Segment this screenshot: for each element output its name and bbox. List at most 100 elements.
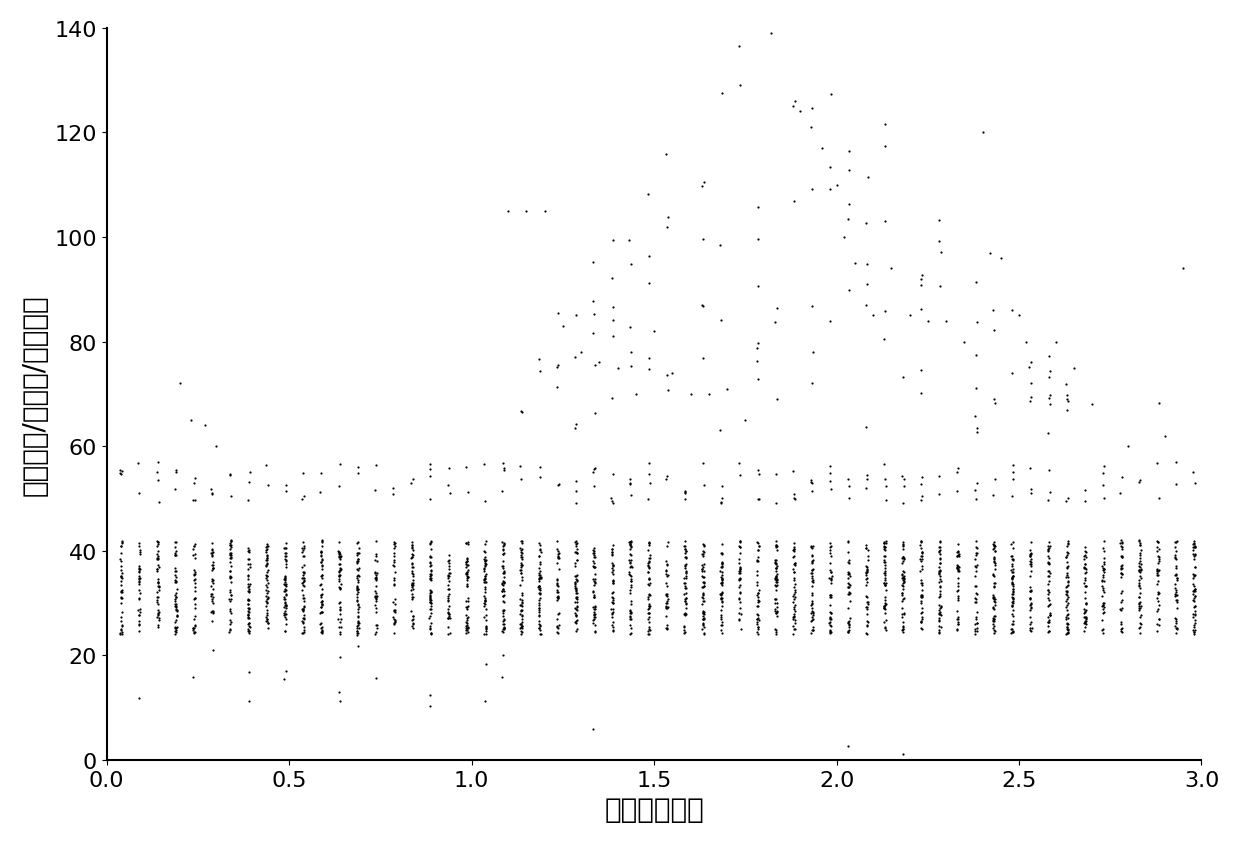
Point	[1166, 544, 1185, 558]
Point	[802, 611, 822, 625]
Point	[110, 547, 130, 560]
Point	[1094, 571, 1114, 584]
Point	[239, 560, 259, 574]
Point	[330, 546, 350, 560]
Point	[875, 598, 895, 612]
Point	[583, 584, 603, 598]
Point	[1112, 549, 1132, 563]
Point	[985, 625, 1004, 638]
Point	[820, 546, 839, 560]
Point	[112, 539, 131, 553]
Point	[492, 584, 512, 598]
Point	[765, 539, 785, 553]
Point	[729, 539, 749, 553]
Point	[219, 625, 239, 639]
Point	[748, 578, 768, 592]
Point	[1111, 602, 1131, 615]
Point	[422, 559, 441, 572]
Point	[675, 626, 694, 640]
Point	[949, 546, 968, 560]
Point	[202, 574, 222, 587]
Point	[812, 142, 832, 155]
Point	[221, 552, 241, 565]
Point	[1075, 576, 1095, 590]
Point	[1148, 587, 1168, 601]
Point	[184, 564, 203, 577]
Point	[893, 538, 913, 552]
Point	[257, 565, 277, 579]
Point	[293, 576, 312, 589]
Point	[1148, 397, 1168, 410]
Point	[167, 604, 187, 618]
Point	[166, 465, 186, 479]
Point	[312, 539, 332, 553]
Point	[294, 615, 314, 629]
Point	[238, 584, 258, 598]
Point	[1022, 560, 1042, 573]
Point	[565, 607, 585, 620]
Point	[694, 607, 714, 620]
Point	[875, 494, 895, 507]
Point	[239, 578, 259, 592]
Point	[584, 590, 604, 603]
Point	[258, 570, 278, 583]
Point	[712, 595, 732, 609]
Point	[165, 592, 185, 606]
Point	[476, 614, 496, 627]
Point	[729, 573, 749, 587]
Point	[1002, 598, 1022, 612]
Point	[1021, 487, 1040, 500]
Point	[874, 543, 894, 556]
Point	[239, 603, 259, 616]
Point	[512, 596, 532, 609]
Point	[565, 582, 585, 595]
Point	[1148, 613, 1168, 626]
Point	[874, 569, 894, 582]
Point	[458, 570, 477, 583]
Point	[1002, 591, 1022, 604]
Point	[784, 610, 804, 624]
Point	[676, 606, 696, 619]
Point	[456, 537, 476, 550]
Point	[347, 467, 367, 480]
Point	[238, 593, 258, 607]
Point	[221, 623, 241, 636]
Point	[312, 562, 332, 576]
Point	[347, 629, 367, 642]
Point	[584, 608, 604, 621]
Point	[257, 599, 277, 613]
Point	[512, 594, 532, 608]
Point	[384, 542, 404, 555]
Point	[456, 537, 476, 550]
Point	[420, 592, 440, 605]
Point	[965, 570, 985, 583]
Point	[584, 308, 604, 322]
Point	[438, 568, 458, 582]
Point	[1184, 620, 1204, 634]
Point	[874, 600, 894, 614]
Point	[821, 89, 841, 102]
Point	[640, 606, 660, 619]
Point	[838, 587, 858, 601]
Point	[874, 540, 894, 554]
Point	[947, 580, 967, 593]
Point	[1039, 626, 1059, 640]
Point	[911, 597, 931, 610]
Point	[748, 492, 768, 506]
Point	[712, 615, 732, 629]
Point	[529, 544, 549, 558]
Point	[983, 614, 1003, 628]
Point	[329, 580, 348, 593]
Point	[930, 575, 950, 588]
Point	[604, 575, 624, 588]
Point	[620, 609, 640, 623]
Point	[384, 604, 404, 618]
Point	[838, 165, 858, 178]
Point	[1112, 540, 1132, 554]
Point	[1167, 623, 1187, 636]
Point	[548, 551, 568, 565]
Point	[383, 482, 403, 495]
Point	[640, 457, 660, 471]
Point	[529, 587, 549, 600]
Point	[149, 584, 169, 598]
